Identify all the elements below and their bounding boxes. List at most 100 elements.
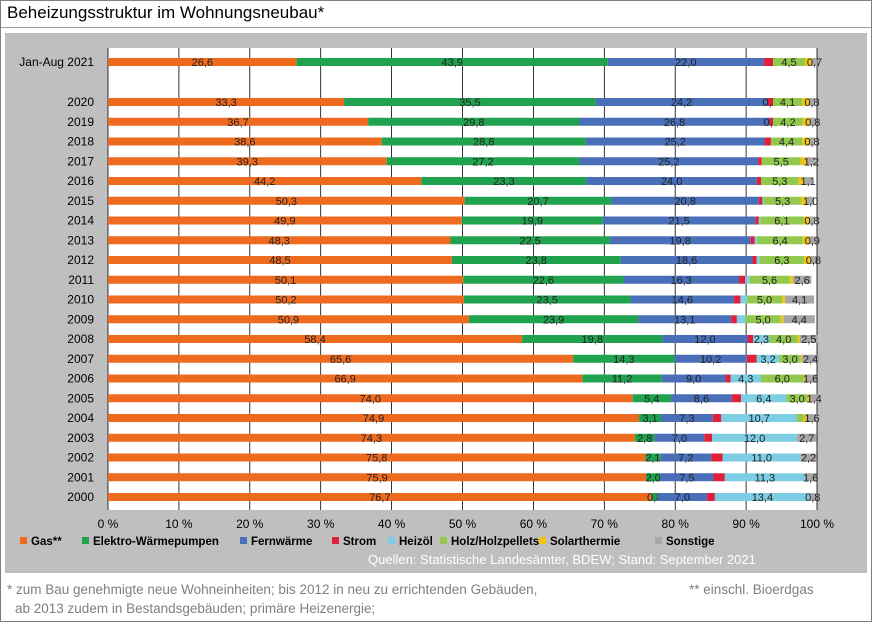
- bar-segment-gas: [108, 98, 345, 106]
- category-label: 2000: [67, 490, 94, 504]
- bar-segment-gas: [108, 157, 387, 166]
- bar-segment-waermepumpen: [386, 157, 580, 166]
- bar-segment-strom: [707, 493, 715, 501]
- category-label: 2002: [67, 451, 94, 465]
- category-label: 2017: [67, 154, 94, 168]
- category-label: 2010: [67, 293, 94, 307]
- bar-segment-heizoel: [721, 414, 798, 422]
- x-tick-label: 70 %: [591, 517, 619, 531]
- bar-segment-heizoel: [724, 473, 805, 482]
- bar-segment-strom: [764, 137, 771, 146]
- bar-segment-fernwaerme: [654, 433, 705, 442]
- bar-segment-heizoel: [712, 433, 798, 442]
- data-label-sonstige: 0,8: [805, 117, 820, 129]
- data-label-waermepumpen: 23,8: [526, 255, 547, 267]
- bar-segment-waermepumpen: [464, 196, 612, 205]
- bar-segment-sonstige: [809, 137, 815, 146]
- data-label-fernwaerme: 24,0: [661, 176, 682, 188]
- legend-swatch-fernwaerme: [240, 537, 247, 544]
- category-label: 2011: [68, 273, 94, 287]
- data-label-gas: 44,2: [254, 176, 275, 188]
- bar-segment-fernwaerme: [660, 453, 712, 462]
- bar-segment-heizoel: [741, 394, 787, 403]
- data-label-heizoel: 11,0: [751, 453, 772, 465]
- bar-segment-sonstige: [804, 473, 817, 482]
- data-label-heizoel: 10,7: [749, 413, 770, 425]
- bar-segment-holz: [797, 414, 804, 422]
- x-tick-label: 30 %: [307, 517, 335, 531]
- data-label-sonstige: 1,6: [804, 413, 819, 425]
- data-label-sonstige: 2,2: [801, 453, 816, 465]
- bar-segment-holz: [760, 216, 804, 225]
- data-label-waermepumpen: 43,9: [442, 57, 463, 69]
- data-label-fernwaerme: 25,2: [664, 137, 685, 149]
- bar-segment-fernwaerme: [611, 196, 759, 205]
- legend-label-gas: Gas**: [31, 536, 62, 548]
- bar-segment-gas: [108, 433, 635, 442]
- bar-segment-gas: [108, 137, 382, 146]
- bar-segment-holz: [763, 196, 802, 205]
- data-label-holz: 4,5: [781, 57, 796, 69]
- data-label-gas: 33,3: [215, 97, 236, 109]
- bar-segment-waermepumpen: [651, 493, 658, 501]
- bar-segment-gas: [108, 493, 652, 501]
- data-label-fernwaerme: 14,6: [672, 295, 693, 307]
- data-label-fernwaerme: 7,5: [679, 472, 694, 484]
- data-label-holz: 3,0: [782, 354, 797, 366]
- bar-segment-fernwaerme: [595, 98, 768, 106]
- bar-segment-waermepumpen: [645, 453, 661, 462]
- legend-label-waermepumpen: Elektro-Wärmepumpen: [93, 536, 219, 548]
- bar-segment-fernwaerme: [661, 374, 726, 383]
- category-label: 2018: [67, 135, 94, 149]
- data-label-gas: 58,4: [304, 334, 325, 346]
- data-label-waermepumpen: 2,1: [645, 453, 660, 465]
- data-label-gas: 39,3: [237, 156, 258, 168]
- bar-segment-gas: [108, 216, 462, 225]
- data-label-fernwaerme: 13,1: [674, 314, 695, 326]
- data-label-fernwaerme: 7,0: [672, 433, 687, 445]
- bar-segment-sonstige: [792, 275, 812, 284]
- bar-segment-holz: [779, 354, 801, 363]
- data-label-fernwaerme: 21,5: [668, 216, 689, 228]
- bar-segment-strom: [725, 374, 731, 383]
- data-label-sonstige: 4,4: [792, 314, 807, 326]
- category-label: 2004: [67, 411, 94, 425]
- legend-label-strom: Strom: [343, 536, 376, 548]
- bar-segment-fernwaerme: [623, 275, 740, 284]
- category-label: 2015: [67, 194, 94, 208]
- bar-segment-strom: [758, 196, 763, 205]
- data-label-gas: 48,5: [269, 255, 290, 267]
- legend-label-solar: Solarthermie: [550, 536, 620, 548]
- data-label-gas: 76,7: [369, 492, 390, 504]
- data-label-fernwaerme: 10,2: [700, 354, 721, 366]
- bar-segment-strom: [711, 453, 723, 462]
- bar-segment-solar: [802, 98, 810, 106]
- bar-segment-heizoel: [756, 354, 780, 363]
- data-label-fernwaerme: 26,8: [664, 117, 685, 129]
- bar-segment-gas: [108, 196, 465, 205]
- bar-segment-holz: [770, 137, 803, 146]
- data-label-fernwaerme: 7,2: [678, 453, 693, 465]
- data-label-sonstige: 0,9: [805, 235, 820, 247]
- bar-segment-solar: [789, 275, 793, 284]
- data-label-holz: 6,1: [774, 216, 789, 228]
- data-label-gas: 50,1: [275, 275, 296, 287]
- bar-segment-sonstige: [809, 493, 816, 501]
- bar-segment-waermepumpen: [381, 137, 586, 146]
- bar-segment-heizoel: [758, 216, 761, 225]
- data-label-holz: 6,0: [775, 374, 790, 386]
- bar-segment-waermepumpen: [522, 335, 663, 343]
- category-label: 2006: [67, 372, 94, 386]
- bar-segment-sonstige: [799, 335, 818, 343]
- bar-segment-sonstige: [783, 315, 815, 324]
- bar-segment-fernwaerme: [660, 473, 714, 482]
- bar-segment-waermepumpen: [461, 216, 603, 225]
- bar-segment-heizoel: [745, 275, 750, 284]
- data-label-heizoel: 2,3: [754, 334, 769, 346]
- bar-segment-solar: [780, 315, 784, 324]
- bar-segment-heizoel: [740, 295, 747, 304]
- bar-segment-sonstige: [797, 433, 817, 442]
- bar-segment-holz: [759, 256, 805, 264]
- data-label-fernwaerme: 8,6: [694, 393, 709, 405]
- bar-segment-holz: [761, 157, 801, 166]
